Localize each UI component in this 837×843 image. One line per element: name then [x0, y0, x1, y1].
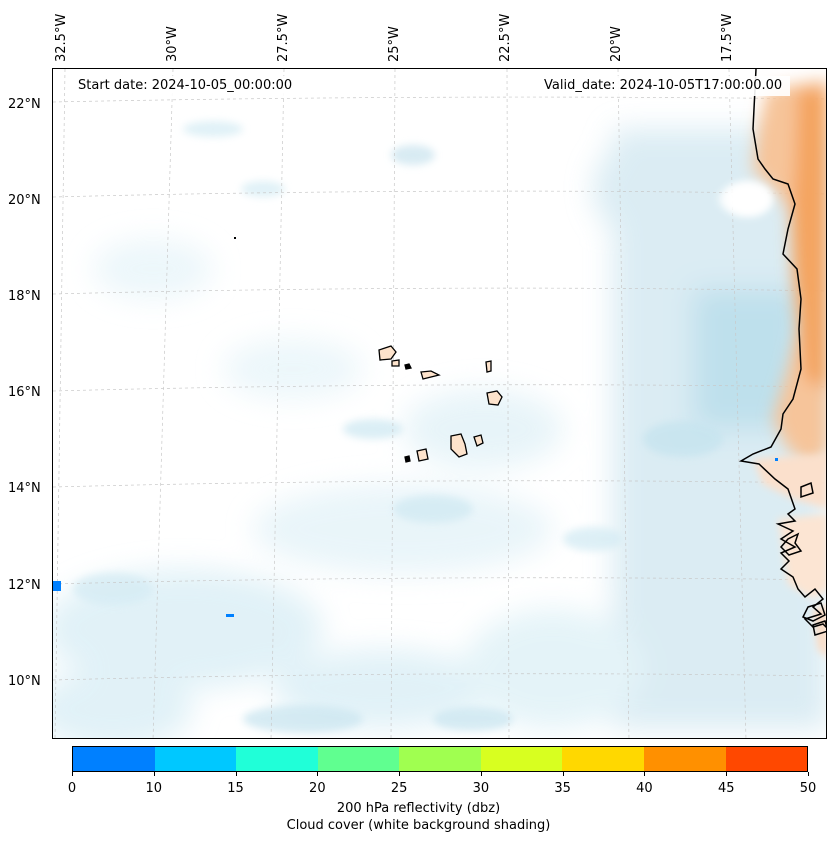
colorbar-tick-mark: [235, 772, 237, 776]
colorbar-tick-mark: [153, 772, 155, 776]
colorbar-label-cloud-cover: Cloud cover (white background shading): [286, 818, 551, 833]
lon-label-22-5w: 22.5°W: [498, 13, 513, 62]
reflectivity-colorbar: [72, 746, 808, 772]
colorbar-segment-6: [562, 747, 644, 771]
cape-verde-islands: [378, 345, 503, 463]
colorbar-tick-label: 15: [227, 781, 244, 796]
cloud-cover-shading: [53, 121, 826, 738]
colorbar-segment-1: [154, 747, 237, 771]
colorbar-tick-mark: [317, 772, 319, 776]
colorbar-tick-mark: [644, 772, 646, 776]
lat-label-10n: 10°N: [8, 674, 41, 689]
lon-label-32-5w: 32.5°W: [54, 13, 69, 62]
colorbar-tick-label: 20: [309, 781, 326, 796]
colorbar-segment-4: [399, 747, 481, 771]
valid-date-label: Valid_date: 2024-10-05T17:00:00.00: [536, 76, 791, 96]
lon-label-20w: 20°W: [609, 26, 624, 62]
colorbar-tick-mark: [72, 772, 73, 776]
graticule: [53, 69, 826, 738]
colorbar-tick-label: 10: [145, 781, 163, 796]
reflectivity-specks: [53, 237, 778, 617]
lat-label-18n: 18°N: [8, 289, 41, 304]
colorbar-segment-8: [725, 747, 808, 771]
colorbar-tick-label: 35: [554, 781, 571, 796]
lon-label-25w: 25°W: [387, 26, 402, 62]
colorbar-tick-mark: [399, 772, 401, 776]
colorbar-segment-7: [643, 747, 726, 771]
colorbar-segment-0: [73, 747, 155, 771]
map-panel: [52, 68, 827, 739]
coastline: [738, 69, 826, 636]
lat-label-14n: 14°N: [8, 481, 41, 496]
colorbar-tick-label: 40: [636, 781, 653, 796]
colorbar-segment-2: [236, 747, 318, 771]
colorbar-tick-label: 45: [717, 781, 735, 796]
lat-label-22n: 22°N: [8, 97, 41, 112]
colorbar-tick-label: 0: [67, 781, 77, 796]
lon-label-27-5w: 27.5°W: [276, 13, 291, 62]
colorbar-label-reflectivity: 200 hPa reflectivity (dbz): [336, 801, 501, 816]
lon-label-17-5w: 17.5°W: [720, 13, 735, 62]
colorbar-tick-mark: [726, 772, 728, 776]
colorbar-tick-label: 50: [799, 781, 817, 796]
lat-label-20n: 20°N: [8, 193, 41, 208]
colorbar-segment-5: [480, 747, 563, 771]
colorbar-tick-mark: [562, 772, 564, 776]
lat-label-16n: 16°N: [8, 385, 41, 400]
lon-label-30w: 30°W: [165, 26, 180, 62]
map-canvas: [53, 69, 826, 738]
colorbar-tick-mark: [480, 772, 482, 776]
colorbar-tick-label: 30: [472, 781, 490, 796]
colorbar-tick-mark: [808, 772, 809, 776]
colorbar-segment-3: [317, 747, 400, 771]
start-date-label: Start date: 2024-10-05_00:00:00: [70, 76, 301, 96]
lat-label-12n: 12°N: [8, 578, 41, 593]
colorbar-tick-label: 25: [390, 781, 408, 796]
